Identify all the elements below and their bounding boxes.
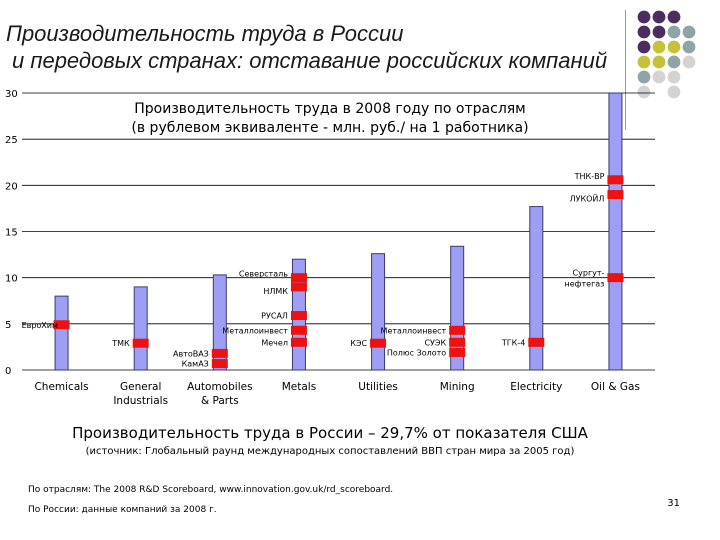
- decor-dot: [652, 40, 666, 54]
- company-label: РУСАЛ: [261, 312, 288, 321]
- company-marker: [290, 325, 307, 335]
- company-label: ЛУКОЙЛ: [570, 193, 605, 204]
- company-marker: [449, 347, 466, 357]
- decor-dot: [667, 40, 681, 54]
- company-label: НЛМК: [263, 287, 288, 296]
- company-marker: [290, 337, 307, 347]
- chart-title-line-2: (в рублевом эквиваленте - млн. руб./ на …: [131, 120, 529, 136]
- company-label: ТНК-BP: [574, 172, 605, 181]
- decor-dot: [652, 25, 666, 39]
- slide-title: Производительность труда в России и пере…: [6, 20, 616, 74]
- company-marker: [607, 175, 624, 185]
- decor-dot: [637, 85, 651, 99]
- slide-title-line-2: и передовых странах: отставание российск…: [12, 48, 608, 73]
- company-marker: [290, 282, 307, 292]
- x-tick-label: Electricity: [510, 381, 562, 393]
- decor-dot: [667, 70, 681, 84]
- company-marker: [449, 337, 466, 347]
- bar-4: [371, 253, 386, 371]
- y-tick-label: 10: [5, 274, 18, 285]
- company-label: Северсталь: [239, 270, 288, 279]
- company-marker: [449, 325, 466, 335]
- bar-2: [212, 274, 227, 371]
- x-tick-label: & Parts: [201, 395, 239, 407]
- company-marker: [132, 338, 149, 348]
- x-tick-label: Mining: [440, 381, 475, 393]
- company-label: Сургут-: [573, 269, 605, 278]
- y-tick-label: 5: [5, 320, 11, 331]
- company-marker: [211, 359, 228, 369]
- decor-dot: [637, 10, 651, 24]
- source-line-1: По отраслям: The 2008 R&D Scoreboard, ww…: [28, 485, 394, 495]
- company-label: Мечел: [261, 338, 288, 347]
- x-tick-label: Automobiles: [187, 381, 252, 393]
- bar-7: [608, 92, 623, 371]
- x-tick-label: Utilities: [358, 381, 398, 393]
- summary-statement: Производительность труда в России – 29,7…: [72, 424, 588, 442]
- company-marker: [211, 348, 228, 358]
- company-label: ТГК-4: [501, 338, 525, 347]
- decor-dot: [637, 25, 651, 39]
- decor-dot: [637, 40, 651, 54]
- x-tick-label: Chemicals: [34, 381, 88, 393]
- company-marker: [290, 273, 307, 283]
- y-tick-label: 25: [5, 135, 18, 146]
- y-tick-label: 30: [5, 89, 18, 100]
- source-line-2: По России: данные компаний за 2008 г.: [28, 505, 217, 515]
- company-label: нефтегаз: [565, 280, 605, 289]
- decor-dot: [682, 25, 696, 39]
- company-label: Металлоинвест: [381, 326, 447, 335]
- decor-dot: [667, 85, 681, 99]
- decor-dot: [667, 55, 681, 69]
- chart-title: Производительность труда в 2008 году по …: [90, 100, 570, 138]
- y-tick-label: 0: [5, 366, 11, 377]
- bar-6: [529, 206, 544, 371]
- y-tick-label: 15: [5, 228, 18, 239]
- decor-dot: [652, 70, 666, 84]
- decor-dot: [667, 25, 681, 39]
- decor-dot: [652, 55, 666, 69]
- decorative-rule: [625, 10, 626, 130]
- decor-dot: [682, 55, 696, 69]
- company-marker: [607, 273, 624, 283]
- decor-dot: [637, 55, 651, 69]
- chart-title-line-1: Производительность труда в 2008 году по …: [134, 101, 526, 117]
- company-marker: [528, 337, 545, 347]
- decorative-dots: [637, 10, 696, 99]
- company-marker: [607, 190, 624, 200]
- company-label: КамАЗ: [182, 360, 209, 369]
- company-label: Металлоинвест: [222, 326, 288, 335]
- decor-dot: [667, 10, 681, 24]
- source-note: (источник: Глобальный раунд международны…: [85, 446, 575, 457]
- bar-0: [54, 295, 69, 371]
- sources-block: По отраслям: The 2008 R&D Scoreboard, ww…: [28, 480, 393, 520]
- company-marker: [290, 311, 307, 321]
- company-label: АвтоВАЗ: [173, 349, 209, 358]
- x-tick-label: Metals: [282, 381, 316, 393]
- company-label: КЭС: [350, 339, 367, 348]
- company-marker: [370, 338, 387, 348]
- y-tick-label: 20: [5, 181, 18, 192]
- company-label: СУЭК: [424, 338, 446, 347]
- company-label: Полюс Золото: [387, 348, 446, 357]
- x-tick-label: Industrials: [113, 395, 168, 407]
- company-marker: [53, 320, 70, 330]
- bar-1: [133, 286, 148, 371]
- x-tick-label: General: [120, 381, 161, 393]
- productivity-bar-chart: 0 5 10 15 20 25 30 Chemicals General Industrials A…: [5, 89, 655, 407]
- decor-dot: [637, 70, 651, 84]
- decor-dot: [682, 40, 696, 54]
- company-label: ТМК: [111, 339, 130, 348]
- page-number: 31: [667, 498, 680, 509]
- decor-dot: [652, 10, 666, 24]
- slide-title-line-1: Производительность труда в России: [6, 21, 404, 46]
- x-tick-label: Oil & Gas: [591, 381, 640, 393]
- company-label: ЕвроХим: [22, 321, 58, 330]
